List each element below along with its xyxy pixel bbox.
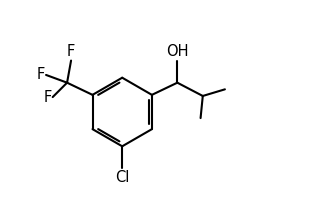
Text: OH: OH xyxy=(166,44,189,59)
Text: Cl: Cl xyxy=(115,170,129,185)
Text: F: F xyxy=(37,67,45,82)
Text: F: F xyxy=(44,90,52,105)
Text: F: F xyxy=(67,44,75,59)
